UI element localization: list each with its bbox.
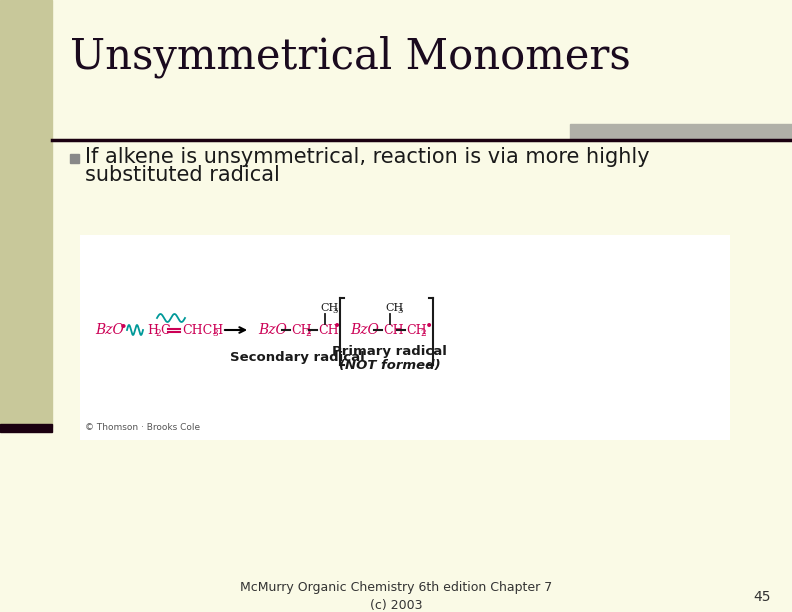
- Text: substituted radical: substituted radical: [85, 165, 280, 185]
- Text: 2: 2: [420, 329, 425, 337]
- Bar: [0, 424, 52, 432]
- Text: H: H: [147, 324, 158, 337]
- Text: CH: CH: [385, 303, 403, 313]
- Text: CH: CH: [318, 324, 339, 337]
- Text: CH: CH: [406, 324, 427, 337]
- Text: Unsymmetrical Monomers: Unsymmetrical Monomers: [70, 35, 630, 78]
- Text: 2: 2: [155, 329, 161, 337]
- Bar: [70, 154, 79, 163]
- Text: •: •: [119, 321, 128, 335]
- Bar: [570, 124, 792, 140]
- Text: BzO: BzO: [258, 323, 287, 337]
- Text: Primary radical: Primary radical: [332, 346, 447, 359]
- Text: BzO: BzO: [350, 323, 379, 337]
- Text: (NOT formed): (NOT formed): [339, 359, 440, 371]
- Text: 45: 45: [753, 590, 771, 604]
- Text: CH: CH: [320, 303, 338, 313]
- Text: If alkene is unsymmetrical, reaction is via more highly: If alkene is unsymmetrical, reaction is …: [85, 147, 649, 167]
- Text: Secondary radical: Secondary radical: [230, 351, 364, 365]
- Text: CH: CH: [291, 324, 311, 337]
- Text: 3: 3: [332, 307, 337, 315]
- Text: © Thomson · Brooks Cole: © Thomson · Brooks Cole: [85, 423, 200, 432]
- Bar: [80, 235, 730, 440]
- Text: 2: 2: [305, 329, 310, 337]
- Text: 3: 3: [397, 307, 402, 315]
- Text: BzO: BzO: [95, 323, 124, 337]
- Bar: [0, 0, 52, 427]
- Text: CH: CH: [383, 324, 404, 337]
- Text: 3: 3: [212, 329, 218, 337]
- Text: •: •: [333, 320, 341, 334]
- Text: CHCH: CHCH: [182, 324, 223, 337]
- Text: McMurry Organic Chemistry 6th edition Chapter 7
(c) 2003: McMurry Organic Chemistry 6th edition Ch…: [240, 581, 552, 612]
- Text: C: C: [160, 324, 169, 337]
- Text: •: •: [425, 320, 433, 334]
